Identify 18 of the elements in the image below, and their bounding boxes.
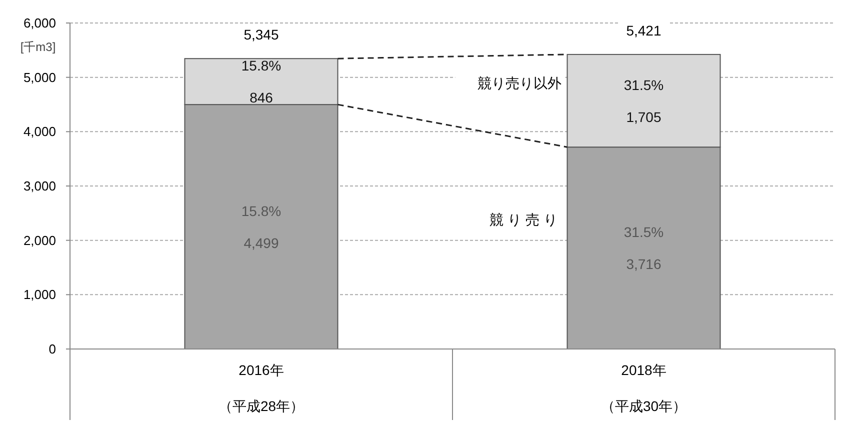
data-label: 15.8% 4,499: [241, 202, 282, 251]
y-tick-label: 0: [48, 342, 56, 356]
category-label: 2016年（平成28年）: [218, 362, 304, 414]
y-tick-label: 3,000: [23, 178, 56, 194]
y-tick-label: 5,000: [23, 70, 56, 85]
total-label: 5,421: [626, 22, 662, 38]
total-label: 5,345: [244, 26, 279, 43]
data-label: 31.5% 1,705: [624, 76, 664, 125]
data-label: 31.5% 3,716: [624, 224, 664, 272]
y-tick-label: 2,000: [23, 232, 56, 248]
y-tick-label: 4,000: [23, 124, 56, 140]
category-label: 2018年（平成30年）: [600, 362, 687, 414]
y-tick-label: 1,000: [23, 287, 56, 302]
y-tick-label: 6,000: [23, 16, 56, 30]
series-label: 競り売り以外: [477, 75, 562, 92]
series-label: 競り売り: [489, 212, 562, 228]
data-label: 15.8% 846: [241, 58, 282, 106]
y-axis-title: [千m3]: [20, 40, 56, 54]
